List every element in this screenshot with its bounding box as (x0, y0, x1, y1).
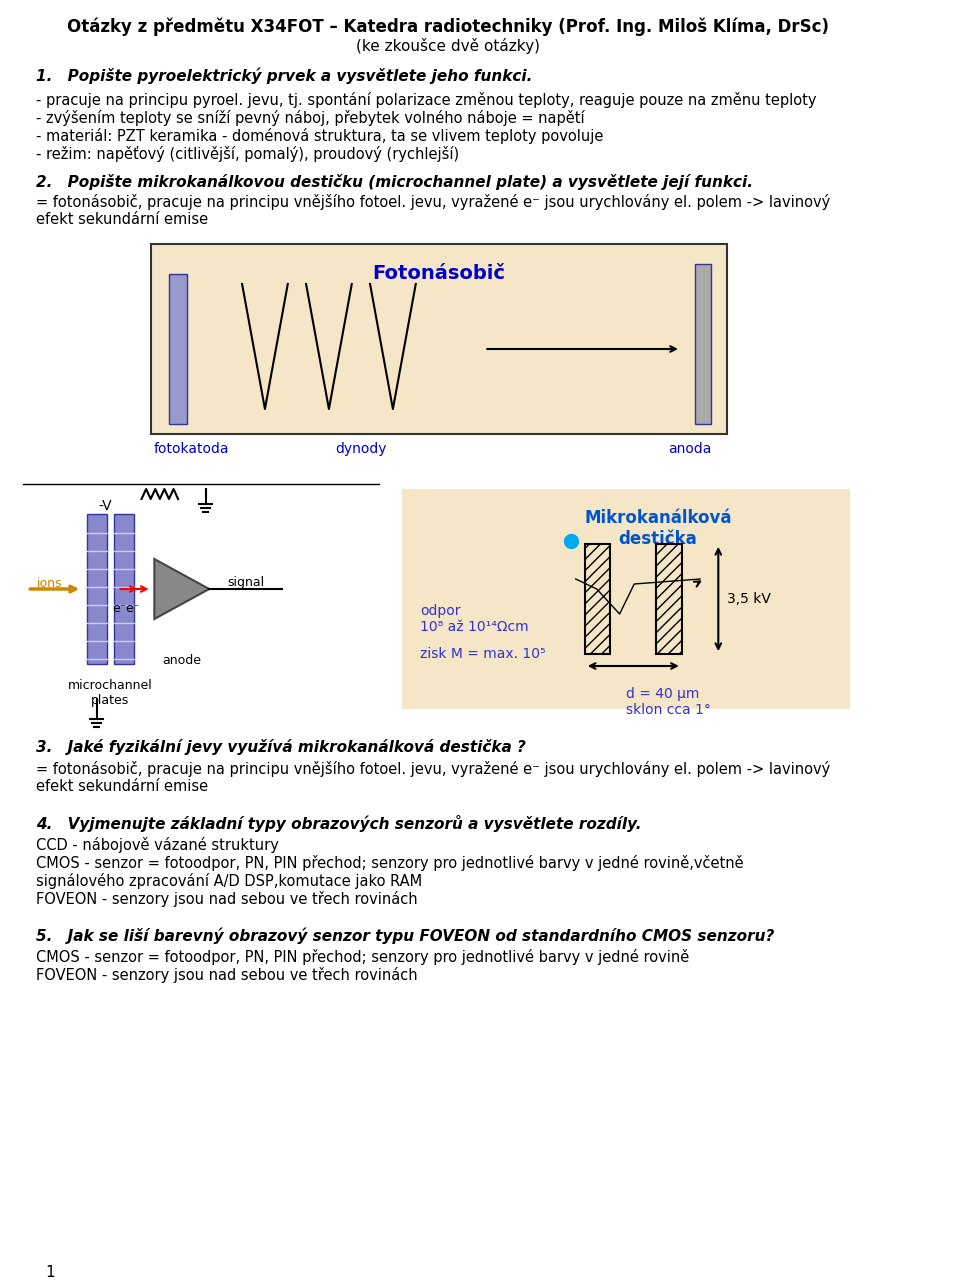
Bar (656, 544, 682, 654)
Bar (151, 244, 727, 434)
Text: Mikrokanálková
destička: Mikrokanálková destička (585, 509, 732, 547)
Text: d = 40 μm
sklon cca 1°: d = 40 μm sklon cca 1° (626, 687, 710, 717)
Text: e⁻: e⁻ (125, 601, 139, 616)
Text: CMOS - senzor = fotoodpor, PN, PIN přechod; senzory pro jednotlivé barvy v jedné: CMOS - senzor = fotoodpor, PN, PIN přech… (36, 855, 744, 871)
Text: anode: anode (162, 654, 202, 667)
Text: (ke zkoušce dvě otázky): (ke zkoušce dvě otázky) (356, 39, 540, 54)
Text: Otázky z předmětu X34FOT – Katedra radiotechniky (Prof. Ing. Miloš Klíma, DrSc): Otázky z předmětu X34FOT – Katedra radio… (67, 18, 828, 36)
Bar (585, 544, 611, 654)
Text: signal: signal (228, 576, 265, 589)
Polygon shape (155, 559, 209, 619)
Text: - režim: napěťový (citlivější, pomalý), proudový (rychlejší): - režim: napěťový (citlivější, pomalý), … (36, 146, 460, 162)
Text: 3,5 kV: 3,5 kV (728, 592, 771, 607)
Text: FOVEON - senzory jsou nad sebou ve třech rovinách: FOVEON - senzory jsou nad sebou ve třech… (36, 891, 418, 907)
Text: = fotonásobič, pracuje na principu vnějšího fotoel. jevu, vyražené e⁻ jsou urych: = fotonásobič, pracuje na principu vnějš… (36, 194, 830, 209)
Bar (114, 514, 134, 664)
Text: odpor
10⁸ až 10¹⁴Ωcm: odpor 10⁸ až 10¹⁴Ωcm (420, 604, 529, 635)
Text: anoda: anoda (668, 442, 711, 456)
Text: 2. Popište mikrokanálkovou destičku (microchannel plate) a vysvětlete její funkc: 2. Popište mikrokanálkovou destičku (mic… (36, 173, 754, 190)
Text: CMOS - senzor = fotoodpor, PN, PIN přechod; senzory pro jednotlivé barvy v jedné: CMOS - senzor = fotoodpor, PN, PIN přech… (36, 950, 689, 965)
Text: - pracuje na principu pyroel. jevu, tj. spontání polarizace změnou teploty, reag: - pracuje na principu pyroel. jevu, tj. … (36, 93, 817, 108)
Bar (169, 274, 187, 424)
Text: e⁻: e⁻ (112, 601, 127, 616)
Bar (86, 514, 107, 664)
Text: 1: 1 (45, 1264, 55, 1280)
Text: - materiál: PZT keramika - doménová struktura, ta se vlivem teploty povoluje: - materiál: PZT keramika - doménová stru… (36, 128, 604, 144)
Text: = fotonásobič, pracuje na principu vnějšího fotoel. jevu, vyražené e⁻ jsou urych: = fotonásobič, pracuje na principu vnějš… (36, 761, 830, 777)
Text: microchannel
plates: microchannel plates (68, 678, 153, 707)
Text: Fotonásobič: Fotonásobič (372, 263, 505, 283)
Text: fotokatoda: fotokatoda (154, 442, 229, 456)
Text: efekt sekundární emise: efekt sekundární emise (36, 779, 208, 794)
Text: 4. Vyjmenujte základní typy obrazových senzorů a vysvětlete rozdíly.: 4. Vyjmenujte základní typy obrazových s… (36, 815, 642, 831)
Text: zisk M = max. 10⁵: zisk M = max. 10⁵ (420, 648, 546, 660)
Text: 3. Jaké fyzikální jevy využívá mikrokanálková destička ?: 3. Jaké fyzikální jevy využívá mikrokaná… (36, 739, 526, 756)
Bar (402, 490, 850, 709)
Text: dynody: dynody (335, 442, 387, 456)
Text: efekt sekundární emise: efekt sekundární emise (36, 212, 208, 227)
Text: - zvýšením teploty se sníží pevný náboj, přebytek volného náboje = napětí: - zvýšením teploty se sníží pevný náboj,… (36, 111, 585, 126)
Text: signálového zpracování A/D DSP,komutace jako RAM: signálového zpracování A/D DSP,komutace … (36, 873, 422, 889)
Text: FOVEON - senzory jsou nad sebou ve třech rovinách: FOVEON - senzory jsou nad sebou ve třech… (36, 968, 418, 983)
Bar (694, 263, 711, 424)
Text: 1. Popište pyroelektrický prvek a vysvětlete jeho funkci.: 1. Popište pyroelektrický prvek a vysvět… (36, 68, 533, 85)
Text: ions: ions (36, 577, 62, 590)
Text: CCD - nábojově vázané struktury: CCD - nábojově vázané struktury (36, 837, 279, 853)
Text: -V: -V (98, 499, 111, 513)
Text: 5. Jak se liší barevný obrazový senzor typu FOVEON od standardního CMOS senzoru?: 5. Jak se liší barevný obrazový senzor t… (36, 926, 775, 943)
